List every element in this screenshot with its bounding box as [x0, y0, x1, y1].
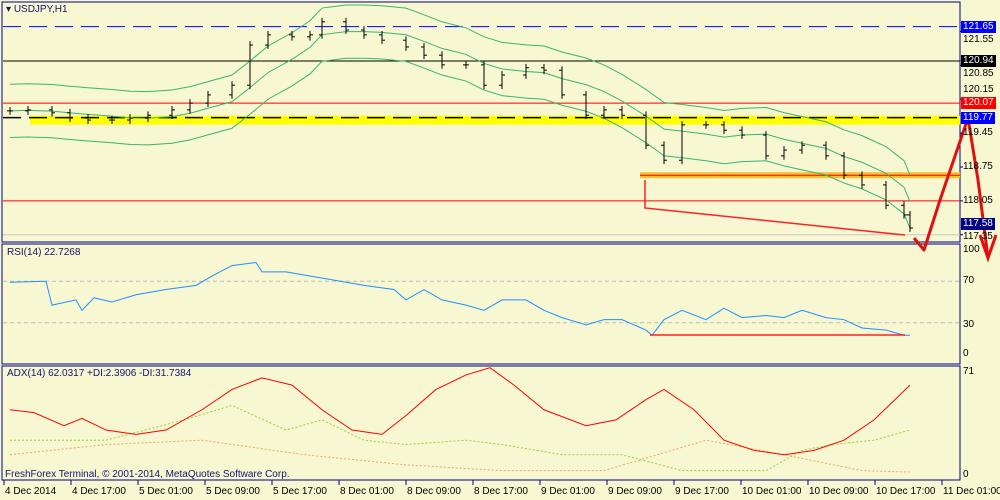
price-axis-label: 117.35 [963, 230, 993, 242]
price-level-tag: 119.77 [961, 111, 995, 124]
adx-axis-label: 0 [963, 469, 969, 480]
rsi-axis-label: 0 [963, 348, 969, 359]
rsi-label: RSI(14) 22.7268 [7, 247, 81, 258]
time-axis-label: 8 Dec 17:00 [474, 486, 528, 497]
adx-axis-label: 71 [963, 366, 975, 377]
resistance-band [30, 115, 960, 125]
price-level-tag: 120.94 [961, 55, 996, 67]
time-axis-label: 11 Dec 01:00 [943, 486, 1000, 497]
rsi-line [9, 261, 910, 337]
price-level-tag: 121.65 [961, 20, 996, 33]
time-axis-label: 4 Dec 2014 [5, 486, 57, 497]
time-axis-label: 10 Dec 17:00 [876, 486, 936, 497]
price-axis-label: 118.05 [963, 194, 993, 206]
bollinger-upper-band [9, 4, 911, 176]
forecast-arrowhead [978, 234, 998, 263]
symbol-title: ▾ USDJPY,H1 [6, 4, 68, 15]
rsi-axis-label: 100 [963, 244, 980, 255]
copyright-footer: FreshForex Terminal, © 2001-2014, MetaQu… [5, 469, 290, 480]
bollinger-mid-band [9, 31, 911, 202]
time-axis-label: 9 Dec 09:00 [608, 486, 662, 497]
rsi-axis-label: 70 [963, 275, 975, 286]
price-axis-label: 120.15 [963, 84, 994, 96]
time-axis-label: 8 Dec 09:00 [407, 486, 461, 497]
adx-label: ADX(14) 62.0317 +DI:2.3906 -DI:31.7384 [7, 368, 192, 379]
symbol-title-text: USDJPY,H1 [13, 4, 68, 15]
time-axis-label: 10 Dec 09:00 [809, 486, 869, 497]
time-axis-label: 5 Dec 09:00 [206, 486, 260, 497]
forecast-arrow [912, 116, 990, 259]
time-axis-label: 4 Dec 17:00 [72, 486, 126, 497]
rsi-axis-label: 30 [963, 319, 975, 330]
price-axis-label: 120.85 [963, 68, 994, 79]
price-level-tag: 117.58 [961, 217, 995, 230]
adx-line [9, 367, 911, 456]
price-level-tag: 120.07 [961, 97, 996, 110]
price-trendline [644, 180, 906, 236]
time-axis-label: 8 Dec 01:00 [340, 486, 394, 497]
price-axis-label: 121.55 [963, 33, 994, 45]
rsi-panel-frame [1, 243, 961, 365]
plus-di-line [9, 439, 911, 473]
time-axis-label: 5 Dec 01:00 [139, 486, 193, 497]
time-axis-label: 9 Dec 17:00 [675, 486, 729, 497]
time-axis-label: 10 Dec 01:00 [742, 486, 802, 497]
time-axis-label: 9 Dec 01:00 [541, 486, 595, 497]
minus-di-line [10, 404, 911, 472]
price-axis-label: 118.75 [963, 160, 993, 172]
time-axis-label: 5 Dec 17:00 [273, 486, 327, 497]
adx-panel-frame [1, 365, 961, 481]
price-axis-label: 119.45 [963, 127, 993, 139]
bollinger-lower-band [9, 57, 911, 229]
